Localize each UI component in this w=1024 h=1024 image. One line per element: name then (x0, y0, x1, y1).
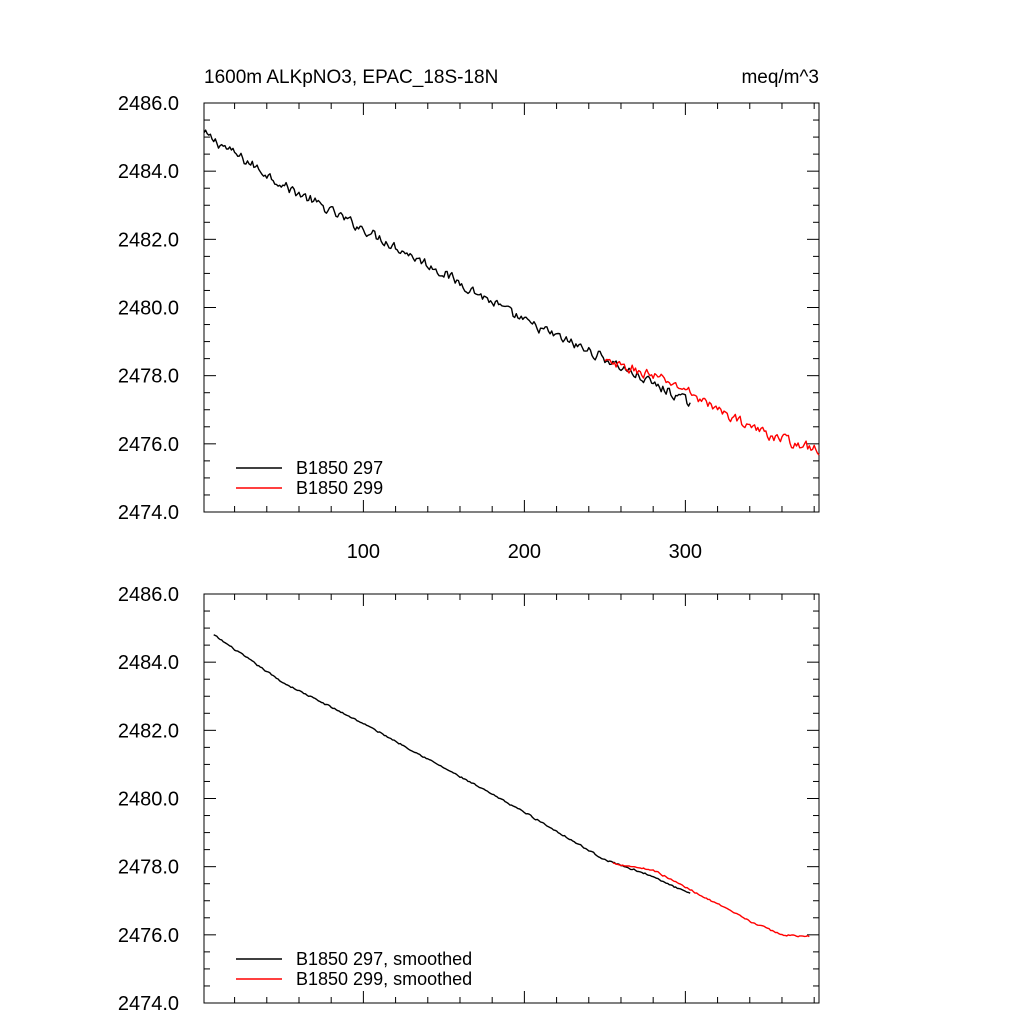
y-tick-label: 2484.0 (118, 652, 179, 674)
legend-label-2: B1850 299, smoothed (296, 969, 472, 989)
y-tick-label: 2486.0 (118, 584, 179, 606)
series-line-1 (203, 129, 691, 407)
legend-label-1: B1850 297, smoothed (296, 949, 472, 969)
y-tick-label: 2486.0 (118, 93, 179, 115)
y-tick-label: 2484.0 (118, 161, 179, 183)
x-tick-label: 100 (347, 541, 380, 563)
chart-units: meq/m^3 (741, 67, 819, 88)
y-tick-label: 2474.0 (118, 993, 179, 1015)
plot-frame (203, 593, 820, 1004)
series-line-1 (213, 634, 691, 894)
legend-label-2: B1850 299 (296, 478, 383, 498)
x-tick-label: 300 (669, 541, 702, 563)
series-line-2 (612, 862, 810, 938)
y-tick-label: 2480.0 (118, 789, 179, 811)
y-tick-label: 2482.0 (118, 229, 179, 251)
y-tick-label: 2476.0 (118, 925, 179, 947)
x-tick-label: 200 (508, 541, 541, 563)
legend-label-1: B1850 297 (296, 458, 383, 478)
y-tick-label: 2482.0 (118, 720, 179, 742)
y-tick-label: 2478.0 (118, 857, 179, 879)
y-tick-label: 2480.0 (118, 298, 179, 320)
y-tick-label: 2474.0 (118, 502, 179, 524)
y-tick-label: 2476.0 (118, 434, 179, 456)
chart-panel-1: 2474.0 2476.0 2478.0 2480.0 2482.0 2484.0 2486… (118, 67, 820, 563)
chart-panel-2: 2474.0 2476.0 2478.0 2480.0 2482.0 2484.0 2486… (118, 584, 820, 1015)
series-line-2 (604, 358, 820, 456)
y-tick-label: 2478.0 (118, 366, 179, 388)
chart-title: 1600m ALKpNO3, EPAC_18S-18N (204, 67, 498, 88)
